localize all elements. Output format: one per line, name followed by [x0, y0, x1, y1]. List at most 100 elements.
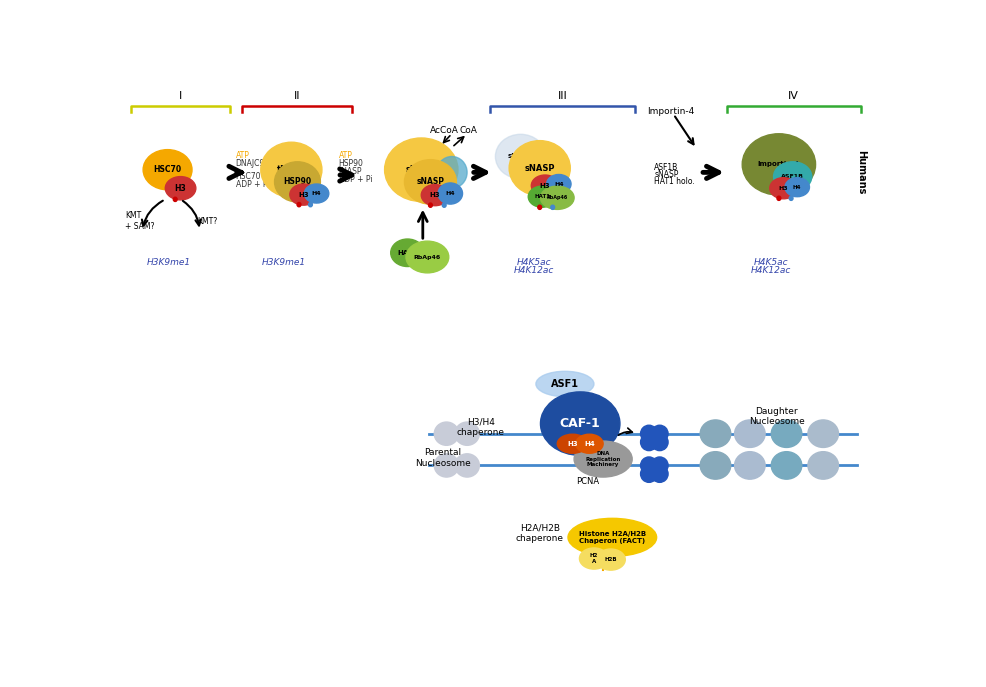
Ellipse shape [438, 183, 462, 204]
Ellipse shape [509, 141, 570, 196]
Text: RbAp46: RbAp46 [414, 254, 441, 260]
Ellipse shape [641, 433, 658, 451]
Ellipse shape [143, 150, 192, 190]
Ellipse shape [808, 451, 838, 480]
Ellipse shape [434, 454, 458, 477]
Ellipse shape [421, 185, 449, 205]
Ellipse shape [777, 196, 781, 201]
Ellipse shape [551, 205, 554, 210]
Text: KMT?: KMT? [197, 216, 218, 225]
Ellipse shape [774, 161, 811, 192]
Ellipse shape [437, 157, 467, 188]
Text: H4K12ac: H4K12ac [514, 266, 554, 275]
Text: H4: H4 [312, 191, 321, 196]
Ellipse shape [771, 451, 802, 480]
Ellipse shape [528, 186, 556, 207]
Ellipse shape [537, 205, 541, 210]
Text: sNASP: sNASP [416, 177, 445, 186]
Ellipse shape [546, 174, 571, 194]
Text: Histone H2A/H2B
Chaperon (FACT): Histone H2A/H2B Chaperon (FACT) [579, 531, 646, 544]
Ellipse shape [808, 420, 838, 447]
Ellipse shape [536, 371, 594, 396]
Ellipse shape [580, 548, 608, 569]
Ellipse shape [540, 392, 620, 455]
Ellipse shape [641, 465, 658, 482]
Text: H3K9me1: H3K9me1 [147, 258, 191, 267]
Ellipse shape [700, 420, 731, 447]
Text: CAF-1: CAF-1 [560, 417, 600, 430]
Text: sNASP: sNASP [525, 164, 555, 172]
Text: H4K12ac: H4K12ac [751, 266, 792, 275]
Text: II: II [294, 91, 301, 101]
Text: IV: IV [788, 91, 799, 101]
Ellipse shape [652, 465, 669, 482]
Text: PCNA: PCNA [576, 477, 599, 486]
Text: H2B: H2B [604, 557, 617, 562]
Text: ADP + Pi: ADP + Pi [339, 174, 373, 183]
Ellipse shape [434, 422, 458, 445]
Ellipse shape [574, 441, 632, 477]
Text: H3: H3 [430, 192, 441, 198]
Text: H3: H3 [299, 192, 309, 198]
Ellipse shape [290, 184, 317, 205]
Ellipse shape [455, 422, 479, 445]
Text: ASF1: ASF1 [551, 379, 579, 389]
Ellipse shape [652, 433, 669, 451]
Ellipse shape [406, 241, 449, 273]
Text: Daughter
Nucleosome: Daughter Nucleosome [748, 407, 805, 427]
Ellipse shape [429, 203, 432, 207]
Text: I: I [178, 91, 182, 101]
Text: H4: H4 [793, 185, 802, 190]
Text: H3: H3 [567, 441, 578, 447]
Text: H4: H4 [446, 191, 456, 196]
Text: H4: H4 [584, 441, 595, 447]
Ellipse shape [770, 178, 798, 199]
Text: CoA: CoA [459, 126, 477, 135]
Text: H3: H3 [779, 185, 788, 191]
Ellipse shape [404, 159, 457, 204]
Text: Parental
Nucleosome: Parental Nucleosome [415, 449, 470, 468]
Text: ADP + Pi: ADP + Pi [236, 179, 269, 188]
Text: H2A/H2B
chaperone: H2A/H2B chaperone [516, 523, 564, 543]
Ellipse shape [641, 457, 658, 474]
Ellipse shape [576, 434, 603, 453]
Text: HSP90: HSP90 [339, 159, 364, 168]
Ellipse shape [297, 203, 301, 207]
Ellipse shape [771, 420, 802, 447]
Text: ATP: ATP [236, 151, 249, 160]
Text: HAT1: HAT1 [534, 194, 550, 199]
Ellipse shape [700, 451, 731, 480]
Text: H2
A: H2 A [590, 553, 599, 564]
Text: sNASP: sNASP [508, 153, 533, 159]
Ellipse shape [443, 203, 446, 207]
Ellipse shape [789, 196, 793, 201]
Ellipse shape [274, 161, 320, 202]
Ellipse shape [652, 457, 669, 474]
Ellipse shape [735, 420, 765, 447]
Ellipse shape [641, 425, 658, 442]
Text: sNASP: sNASP [655, 170, 678, 179]
Text: H3: H3 [175, 183, 186, 193]
Text: ATP: ATP [339, 151, 353, 160]
Text: tNASP: tNASP [339, 167, 362, 176]
Ellipse shape [785, 178, 810, 196]
Ellipse shape [385, 138, 458, 201]
Ellipse shape [568, 518, 657, 556]
Ellipse shape [652, 425, 669, 442]
Text: H3/H4
chaperone: H3/H4 chaperone [457, 418, 505, 437]
Text: ASF1B: ASF1B [655, 163, 678, 172]
Text: HSP90: HSP90 [283, 177, 312, 186]
Text: H4K5ac: H4K5ac [517, 258, 552, 267]
Text: HSC70: HSC70 [236, 172, 261, 181]
Text: H3: H3 [539, 183, 550, 189]
Ellipse shape [455, 454, 479, 477]
Ellipse shape [742, 134, 815, 195]
Ellipse shape [305, 184, 328, 203]
Ellipse shape [260, 142, 321, 197]
Ellipse shape [309, 203, 313, 207]
Ellipse shape [166, 177, 196, 200]
Text: KMT
+ SAM?: KMT + SAM? [125, 212, 154, 231]
Text: Importin-4: Importin-4 [758, 161, 800, 168]
Text: DNA
Replication
Machinery: DNA Replication Machinery [586, 451, 621, 467]
Text: RbAp46: RbAp46 [546, 195, 568, 200]
